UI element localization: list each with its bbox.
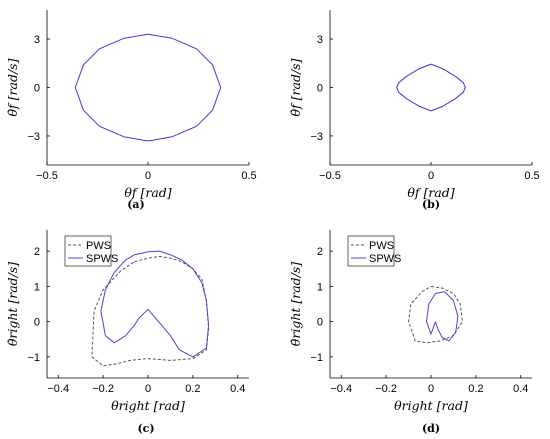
y-tick-label: −3 (27, 131, 40, 143)
x-tick-label: 0 (428, 170, 434, 182)
x-tick-label: 0.4 (230, 383, 245, 395)
x-axis-label: θright [rad] (394, 398, 468, 413)
chart-panel-4: −0.4 −0.2 0 0.2 0.4 2 1 0 −1 θright [rad] θ̇right … (288, 230, 532, 435)
legend-label: PWS (369, 240, 394, 252)
chart-panel-3: −0.4 −0.2 0 0.2 0.4 2 1 0 −1 θright [rad] θ̇right … (5, 230, 249, 435)
x-tick-label: −0.2 (375, 383, 397, 395)
panel-caption: (d) (422, 422, 440, 435)
x-tick-label: 0 (145, 383, 151, 395)
y-tick-label: 1 (317, 281, 323, 293)
legend-box (347, 235, 395, 267)
legend-label: SPWS (369, 253, 401, 265)
panel-caption: (a) (127, 198, 145, 211)
legend-label: PWS (86, 240, 111, 252)
y-tick-label: 2 (317, 246, 323, 258)
x-tick-label: 0 (145, 170, 151, 182)
x-tick-label: −0.5 (36, 170, 58, 182)
y-tick-label: 3 (317, 34, 323, 46)
y-axis-label: θ̇f [rad/s] (288, 58, 303, 116)
legend-label: SPWS (86, 253, 118, 265)
y-tick-label: 0 (317, 83, 323, 95)
x-tick-label: −0.5 (319, 170, 341, 182)
x-tick-label: 0.2 (468, 383, 483, 395)
y-tick-label: −1 (310, 352, 323, 364)
x-tick-label: 0.4 (513, 383, 528, 395)
y-tick-label: 2 (34, 246, 40, 258)
series-line-pws (91, 255, 210, 367)
y-axis-label: θ̇f [rad/s] (5, 58, 20, 116)
x-tick-label: 0.5 (524, 170, 539, 182)
x-tick-label: 0.2 (185, 383, 200, 395)
legend-box (64, 235, 112, 267)
y-tick-label: 1 (34, 281, 40, 293)
series-line-spws (100, 250, 210, 358)
x-tick-label: −0.4 (47, 383, 69, 395)
x-tick-label: −0.4 (330, 383, 352, 395)
x-axis-label: θf [rad] (407, 185, 454, 200)
y-axis-label: θ̇right [rad/s] (288, 262, 303, 346)
y-tick-label: −1 (27, 352, 40, 364)
y-tick-label: 0 (34, 317, 40, 329)
x-tick-label: 0 (428, 383, 434, 395)
y-axis-label: θ̇right [rad/s] (5, 262, 20, 346)
x-axis-label: θright [rad] (111, 398, 185, 413)
y-tick-label: 0 (317, 317, 323, 329)
series-line-trajectory (396, 63, 466, 112)
chart-panel-1: −0.5 0 0.5 3 0 −3 θf [rad] θ̇f [rad/s] (a) (5, 10, 257, 211)
panel-caption: (b) (422, 198, 440, 211)
x-axis-label: θf [rad] (124, 185, 171, 200)
series-line-spws (426, 291, 459, 342)
y-tick-label: 3 (34, 34, 40, 46)
series-line-pws (408, 285, 463, 344)
panel-caption: (c) (137, 422, 154, 435)
y-tick-label: −3 (310, 131, 323, 143)
series-line-trajectory (74, 33, 222, 142)
x-tick-label: −0.2 (92, 383, 114, 395)
x-tick-label: 0.5 (241, 170, 256, 182)
chart-panel-2: −0.5 0 0.5 3 0 −3 θf [rad] θ̇f [rad/s] (b) (288, 10, 540, 211)
y-tick-label: 0 (34, 83, 40, 95)
